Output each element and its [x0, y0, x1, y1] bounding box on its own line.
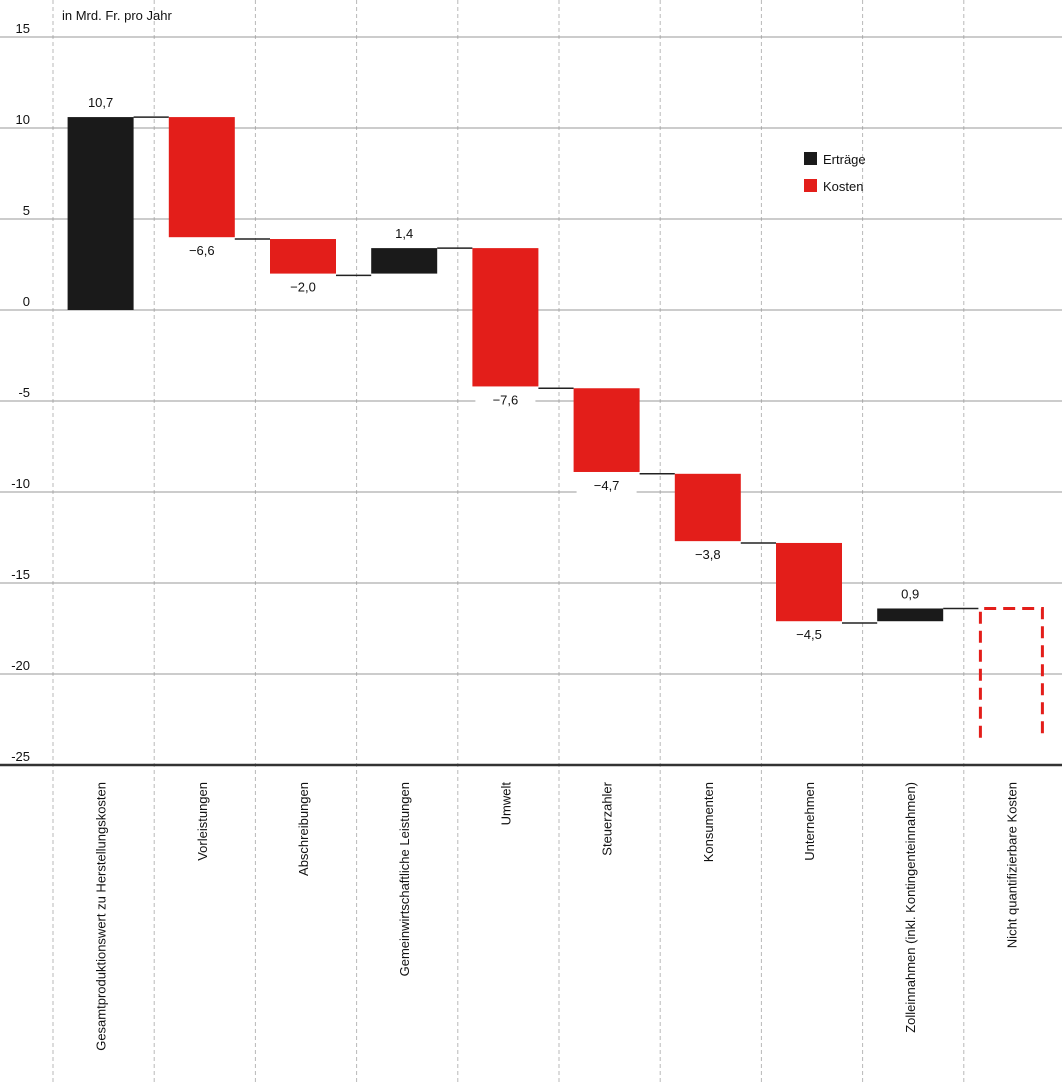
data-label: 1,4 — [395, 226, 413, 241]
data-label: −4,5 — [796, 627, 822, 642]
data-label: −3,8 — [695, 547, 721, 562]
y-tick-label: -5 — [18, 385, 30, 400]
data-label-bg — [374, 225, 435, 243]
bar-kosten — [168, 117, 235, 238]
data-label-bg — [779, 626, 839, 644]
y-tick-label: 5 — [23, 203, 30, 218]
y-tick-label: 0 — [23, 294, 30, 309]
legend-swatch — [804, 152, 817, 165]
data-label-bg — [70, 94, 131, 112]
data-label-bg — [880, 585, 941, 603]
y-tick-label: -10 — [11, 476, 30, 491]
bar-ertraege — [371, 248, 438, 274]
data-label-bg — [273, 278, 333, 296]
y-tick-label: -20 — [11, 658, 30, 673]
x-category-label: Abschreibungen — [296, 782, 311, 876]
data-label-bg — [171, 242, 232, 260]
data-label-bg — [475, 391, 536, 409]
y-tick-label: 15 — [16, 21, 30, 36]
y-tick-label: -25 — [11, 749, 30, 764]
y-tick-label: -15 — [11, 567, 30, 582]
x-category-label: Gemeinwirtschaftliche Leistungen — [397, 782, 412, 976]
bar-ertraege — [67, 117, 134, 310]
x-category-label: Umwelt — [498, 782, 513, 826]
data-label: −2,0 — [290, 280, 316, 295]
bar-ertraege — [877, 608, 944, 622]
data-label: −6,6 — [189, 243, 215, 258]
legend-label: Erträge — [823, 152, 866, 167]
x-category-label: Unternehmen — [802, 782, 817, 861]
bar-kosten — [776, 542, 842, 622]
x-category-label: Vorleistungen — [195, 782, 210, 861]
y-axis-label: in Mrd. Fr. pro Jahr — [62, 8, 172, 23]
x-category-label: Zolleinnahmen (inkl. Kontingenteinnahmen… — [903, 782, 918, 1033]
unquantified-cost-bar — [978, 606, 1044, 738]
data-label: −7,6 — [493, 392, 519, 407]
data-label-bg — [576, 476, 637, 494]
legend-swatch — [804, 179, 817, 192]
bar-kosten — [270, 239, 336, 274]
data-label: −4,7 — [594, 478, 620, 493]
x-category-label: Konsumenten — [701, 782, 716, 862]
legend-label: Kosten — [823, 179, 863, 194]
bar-kosten — [472, 248, 539, 387]
data-label: 0,9 — [901, 586, 919, 601]
x-category-label: Steuerzahler — [600, 781, 615, 855]
x-category-label: Gesamtproduktionswert zu Herstellungskos… — [94, 782, 109, 1051]
y-tick-label: 10 — [16, 112, 30, 127]
data-label: 10,7 — [88, 95, 113, 110]
bar-kosten — [674, 473, 741, 542]
x-category-label: Nicht quantifizierbare Kosten — [1004, 782, 1019, 948]
data-label-bg — [677, 546, 738, 564]
bar-kosten — [573, 388, 640, 472]
